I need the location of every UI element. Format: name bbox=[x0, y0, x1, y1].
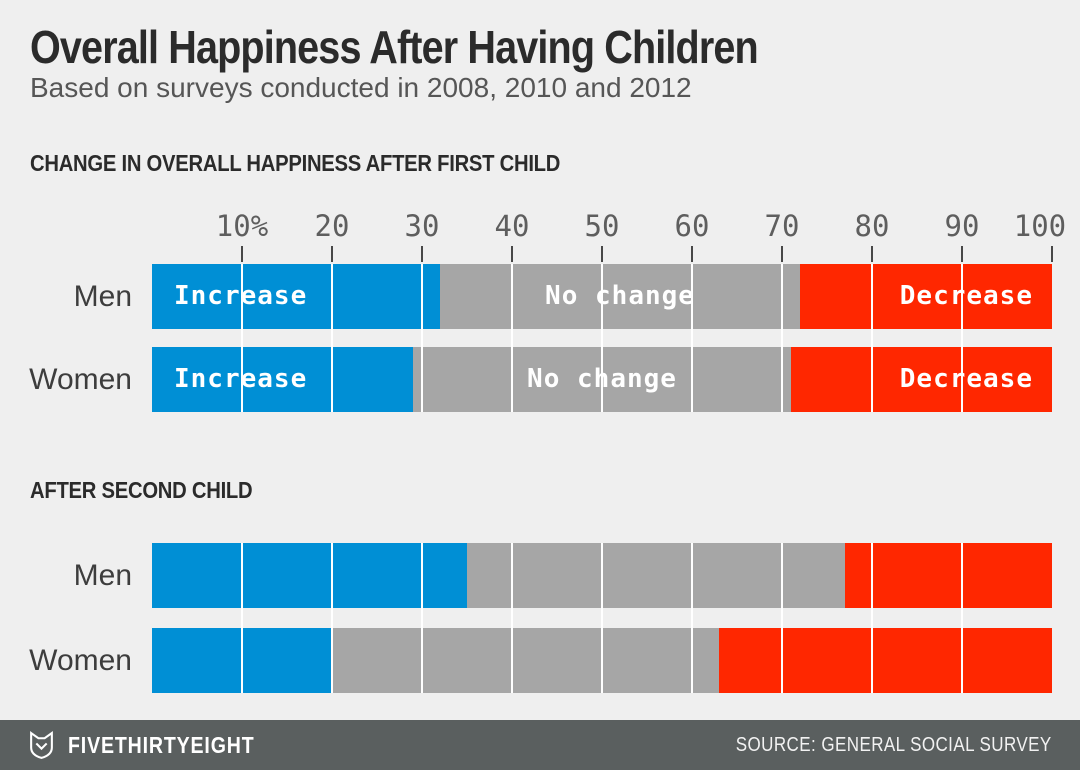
bar-segment-no-change-men bbox=[467, 543, 845, 608]
row-label-women: Women bbox=[29, 644, 132, 677]
section-title-first-child: CHANGE IN OVERALL HAPPINESS AFTER FIRST … bbox=[30, 150, 561, 176]
axis-tick bbox=[1051, 246, 1053, 262]
gridline bbox=[331, 264, 333, 412]
bar-segment-decrease-women bbox=[791, 347, 1052, 412]
gridline bbox=[331, 543, 333, 693]
axis-label: 70 bbox=[764, 209, 800, 243]
source-credit: SOURCE: GENERAL SOCIAL SURVEY bbox=[736, 733, 1052, 756]
gridline bbox=[961, 543, 963, 693]
gridline bbox=[691, 264, 693, 412]
bar-segment-no-change-women bbox=[332, 628, 719, 693]
axis-tick bbox=[421, 246, 423, 262]
axis-tick bbox=[781, 246, 783, 262]
gridline bbox=[421, 543, 423, 693]
axis-label: 80 bbox=[854, 209, 890, 243]
bar-segment-no-change-men bbox=[440, 264, 800, 329]
gridline bbox=[601, 264, 603, 412]
section-title-second-child: AFTER SECOND CHILD bbox=[30, 477, 253, 503]
axis-tick bbox=[871, 246, 873, 262]
axis-label: 30 bbox=[404, 209, 440, 243]
axis-tick bbox=[331, 246, 333, 262]
gridline bbox=[421, 264, 423, 412]
gridline bbox=[511, 543, 513, 693]
axis-tick bbox=[601, 246, 603, 262]
gridline bbox=[871, 264, 873, 412]
bar-group-second-child: Men Women bbox=[29, 543, 1052, 693]
axis-tick bbox=[691, 246, 693, 262]
axis-tick bbox=[961, 246, 963, 262]
bar-segment-increase-men bbox=[152, 264, 440, 329]
bar-label-decrease-men: Decrease bbox=[899, 281, 1033, 311]
gridline bbox=[691, 543, 693, 693]
bar-label-no-change-women: No change bbox=[527, 364, 677, 394]
bar-label-increase-men: Increase bbox=[174, 281, 308, 311]
row-label-women: Women bbox=[29, 363, 132, 396]
gridline bbox=[871, 543, 873, 693]
bar-segment-increase-women bbox=[152, 347, 413, 412]
bar-segment-decrease-women bbox=[719, 628, 1052, 693]
bar-segment-decrease-men bbox=[845, 543, 1052, 608]
row-label-men: Men bbox=[73, 559, 132, 592]
axis-tick bbox=[241, 246, 243, 262]
gridline bbox=[601, 543, 603, 693]
fivethirtyeight-fox-icon bbox=[30, 730, 53, 759]
bar-group-first-child: Men Women 10% 20 30 40 50 60 70 80 90 100 Increase No… bbox=[29, 209, 1066, 412]
axis-label: 60 bbox=[674, 209, 710, 243]
axis-label: 40 bbox=[494, 209, 530, 243]
axis-tick bbox=[511, 246, 513, 262]
bar-label-decrease-women: Decrease bbox=[899, 364, 1033, 394]
brand-name: FIVETHIRTYEIGHT bbox=[68, 731, 255, 758]
bar-label-no-change-men: No change bbox=[545, 281, 695, 311]
gridline bbox=[241, 264, 243, 412]
footer-bar: FIVETHIRTYEIGHT SOURCE: GENERAL SOCIAL S… bbox=[0, 720, 1080, 770]
chart-title: Overall Happiness After Having Children bbox=[30, 21, 759, 73]
gridline bbox=[781, 543, 783, 693]
chart-subtitle: Based on surveys conducted in 2008, 2010… bbox=[30, 72, 692, 103]
axis-label: 90 bbox=[944, 209, 980, 243]
axis-label: 20 bbox=[314, 209, 350, 243]
bar-label-increase-women: Increase bbox=[174, 364, 308, 394]
row-label-men: Men bbox=[73, 280, 132, 313]
gridline bbox=[961, 264, 963, 412]
gridline bbox=[511, 264, 513, 412]
bar-segment-increase-men bbox=[152, 543, 467, 608]
axis-label: 100 bbox=[1013, 209, 1067, 243]
gridline bbox=[241, 543, 243, 693]
gridline bbox=[781, 264, 783, 412]
axis-label: 50 bbox=[584, 209, 620, 243]
bar-segment-decrease-men bbox=[800, 264, 1052, 329]
axis-label: 10% bbox=[215, 209, 269, 243]
